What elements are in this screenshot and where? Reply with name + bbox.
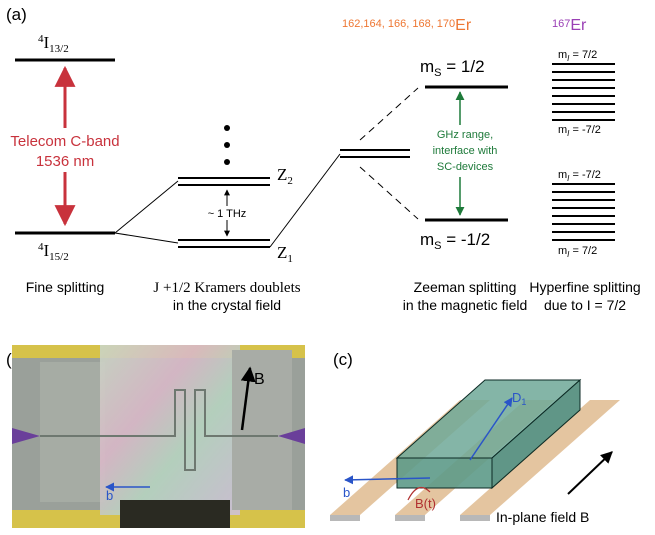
transition-label: 1536 nm xyxy=(36,153,94,170)
caption: in the magnetic field xyxy=(403,297,528,313)
b-label: b xyxy=(106,488,113,503)
b-label: b xyxy=(343,485,350,500)
connector xyxy=(115,181,178,233)
gap-label: ~ 1 THz xyxy=(208,208,247,220)
level-label: Z2 xyxy=(277,165,293,187)
gap-label: GHz range, xyxy=(437,129,493,141)
level-label: mI = -7/2 xyxy=(558,169,601,183)
dot xyxy=(224,125,230,131)
connector xyxy=(115,233,178,243)
level-label: mI = 7/2 xyxy=(558,49,597,63)
level-label: mS = 1/2 xyxy=(420,57,485,79)
caption: in the crystal field xyxy=(173,297,281,313)
figure: (a) 4I13/2 Telecom C-band 1536 nm 4I15/2… xyxy=(0,0,655,535)
connector xyxy=(360,167,418,219)
level-label: 4I13/2 xyxy=(38,33,69,55)
gap-label: SC-devices xyxy=(437,161,494,173)
dot xyxy=(224,142,230,148)
caption: Hyperfine splitting xyxy=(529,279,640,295)
field-label: B xyxy=(254,371,265,388)
level-label: mS = -1/2 xyxy=(420,230,490,252)
gap-label: interface with xyxy=(433,145,498,157)
level-label: mI = 7/2 xyxy=(558,245,597,259)
transition-label: Telecom C-band xyxy=(10,133,119,150)
caption: Fine splitting xyxy=(26,279,105,295)
isotope-label: 167Er xyxy=(552,17,587,34)
caption: J +1/2 Kramers doublets xyxy=(153,280,300,296)
dot xyxy=(224,159,230,165)
caption: Zeeman splitting xyxy=(414,279,517,295)
isotope-label: 162,164, 166, 168, 170Er xyxy=(342,17,472,34)
level-label: mI = -7/2 xyxy=(558,124,601,138)
panel-label: (a) xyxy=(6,5,27,24)
field-arrow xyxy=(568,452,612,494)
level-label: 4I15/2 xyxy=(38,241,69,263)
drive-label: B(t) xyxy=(415,496,436,511)
field-label: In-plane field B xyxy=(496,509,589,525)
panel-label: (c) xyxy=(333,350,353,369)
caption: due to I = 7/2 xyxy=(544,297,626,313)
level-label: Z1 xyxy=(277,243,293,265)
hyperfine-levels xyxy=(552,64,615,240)
connector xyxy=(360,88,418,140)
